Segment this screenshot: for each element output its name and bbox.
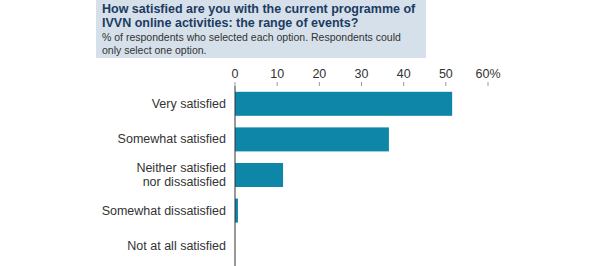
- tick-mark: [235, 82, 236, 86]
- category-label: Somewhat satisfied: [118, 132, 226, 146]
- tick-label: 40: [397, 67, 411, 81]
- category-label: Not at all satisfied: [127, 239, 226, 253]
- subtitle: % of respondents who selected each optio…: [102, 31, 420, 56]
- bar: [235, 92, 452, 116]
- tick-label: 60%: [475, 67, 500, 81]
- tick-mark: [445, 82, 446, 86]
- category-label: Somewhat dissatisfied: [102, 204, 226, 218]
- bar: [235, 127, 389, 151]
- category-label: Neither satisfiednor dissatisfied: [136, 161, 226, 189]
- title-box: How satisfied are you with the current p…: [96, 0, 426, 58]
- tick-label: 20: [312, 67, 326, 81]
- bars: [235, 92, 452, 223]
- axis-line: [235, 86, 236, 266]
- tick-mark: [361, 82, 362, 86]
- bar: [235, 163, 283, 187]
- tick-mark: [488, 82, 489, 86]
- title: How satisfied are you with the current p…: [102, 2, 420, 30]
- tick-label: 30: [355, 67, 369, 81]
- category-label: Very satisfied: [152, 97, 226, 111]
- chart: 0 10 20 30 40 50 60% Very satisfied Somewhat sat…: [0, 0, 600, 266]
- tick-label: 10: [270, 67, 284, 81]
- tick-label: 0: [232, 67, 239, 81]
- tick-mark: [403, 82, 404, 86]
- tick-mark: [319, 82, 320, 86]
- tick-mark: [277, 82, 278, 86]
- tick-label: 50: [439, 67, 453, 81]
